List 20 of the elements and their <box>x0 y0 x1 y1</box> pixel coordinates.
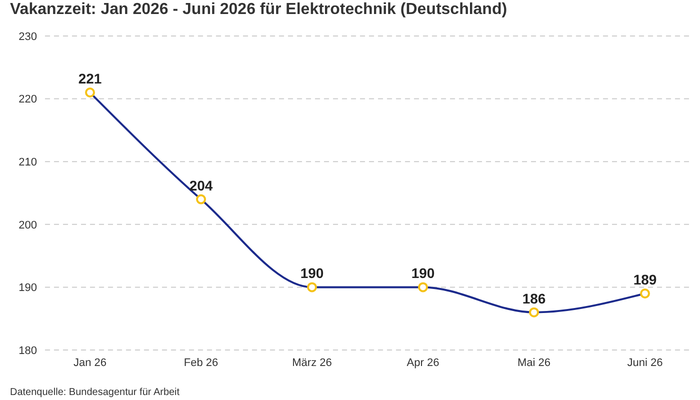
data-label: 189 <box>633 271 657 288</box>
x-tick-label: Jan 26 <box>73 356 107 369</box>
y-tick-label: 200 <box>18 219 37 232</box>
x-tick-label: März 26 <box>292 356 332 369</box>
y-tick-label: 220 <box>18 94 37 106</box>
data-label: 190 <box>300 265 324 282</box>
x-tick-label: Juni 26 <box>627 356 663 369</box>
y-tick-label: 230 <box>18 30 37 43</box>
data-label: 186 <box>522 290 546 306</box>
y-tick-label: 180 <box>18 344 37 357</box>
y-tick-label: 190 <box>18 282 37 294</box>
data-label: 190 <box>411 265 435 282</box>
data-label: 204 <box>189 177 213 194</box>
x-tick-label: Feb 26 <box>184 356 218 369</box>
x-tick-label: Mai 26 <box>517 356 551 369</box>
data-label: 221 <box>78 70 102 87</box>
y-tick-label: 210 <box>18 156 37 169</box>
chart-title: Vakanzzeit: Jan 2026 - Juni 2026 für Elektrotechnik (Deutschland) <box>10 1 508 19</box>
x-tick-label: Apr 26 <box>406 356 440 369</box>
text: Datenquelle: Bundesagentur für Arbeit <box>10 387 180 398</box>
